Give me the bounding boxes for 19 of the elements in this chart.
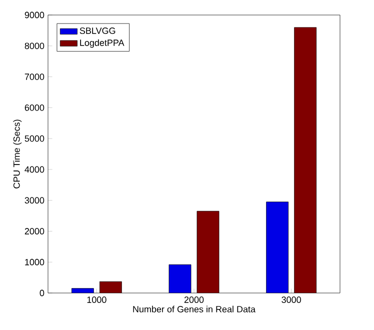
y-tick-label: 1000 (25, 258, 44, 266)
y-tick-label: 0 (40, 290, 44, 296)
y-tick-label: 7000 (24, 74, 44, 80)
legend-label: SBLVGG (80, 28, 116, 34)
bar (266, 202, 289, 293)
bar (168, 264, 192, 293)
x-tick-label: 1000 (87, 296, 106, 303)
x-tick-label: 2000 (184, 296, 204, 303)
y-tick-label: 4000 (24, 166, 44, 173)
y-tick-label: 2000 (24, 228, 44, 234)
y-tick-label: 6000 (24, 104, 44, 111)
legend-label: LogdetPPA (80, 39, 124, 48)
y-axis-title: CPU Time (Secs) (13, 120, 22, 188)
y-tick-label: 9000 (24, 12, 44, 18)
x-axis-title: Number of Genes in Real Data (133, 306, 256, 312)
x-tick-label: 3000 (282, 296, 301, 303)
y-tick-label: 8000 (24, 42, 44, 50)
y-tick-label: 5000 (24, 135, 44, 142)
y-tick-label: 3000 (24, 197, 44, 204)
